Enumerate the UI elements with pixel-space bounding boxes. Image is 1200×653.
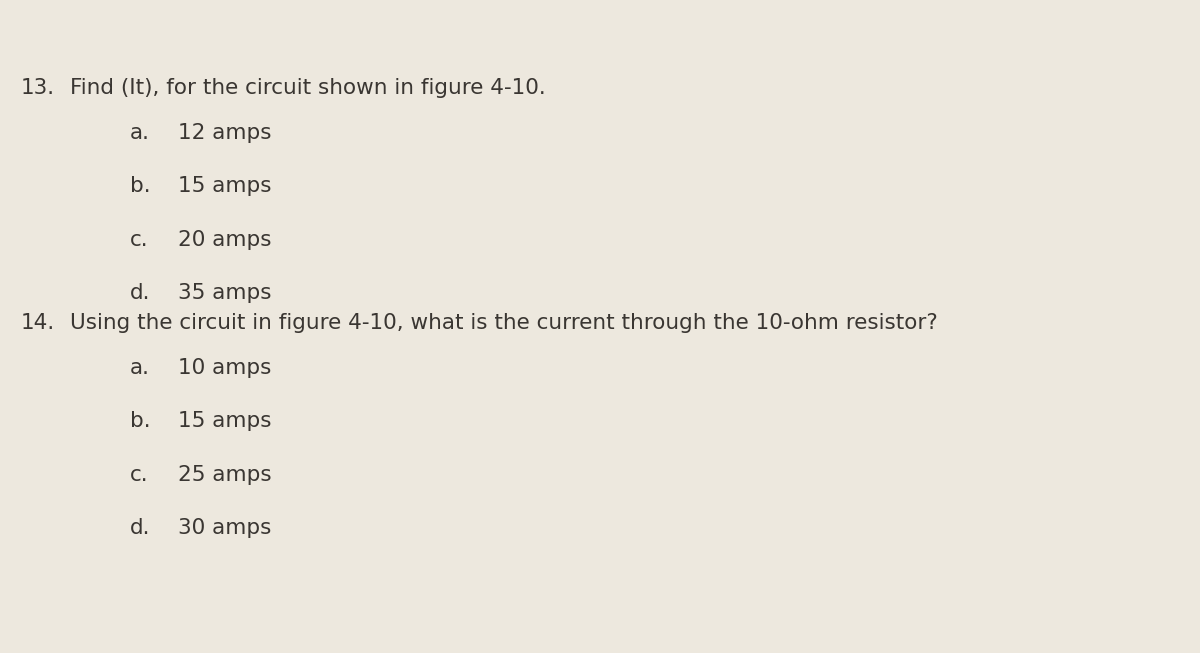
Text: Find (It), for the circuit shown in figure 4-10.: Find (It), for the circuit shown in figu…	[70, 78, 545, 99]
Text: 20 amps: 20 amps	[178, 230, 271, 250]
Text: b.: b.	[130, 411, 150, 432]
Text: 30 amps: 30 amps	[178, 518, 271, 539]
Text: 15 amps: 15 amps	[178, 176, 271, 197]
Text: 12 amps: 12 amps	[178, 123, 271, 143]
Text: Using the circuit in figure 4-10, what is the current through the 10-ohm resisto: Using the circuit in figure 4-10, what i…	[70, 313, 937, 334]
Text: c.: c.	[130, 465, 149, 485]
Text: 15 amps: 15 amps	[178, 411, 271, 432]
Text: d.: d.	[130, 518, 150, 539]
Text: 10 amps: 10 amps	[178, 358, 271, 378]
Text: 13.: 13.	[20, 78, 54, 99]
Text: a.: a.	[130, 123, 150, 143]
Text: d.: d.	[130, 283, 150, 304]
Text: 35 amps: 35 amps	[178, 283, 271, 304]
Text: a.: a.	[130, 358, 150, 378]
Text: 14.: 14.	[20, 313, 55, 334]
Text: c.: c.	[130, 230, 149, 250]
Text: b.: b.	[130, 176, 150, 197]
Text: 25 amps: 25 amps	[178, 465, 271, 485]
